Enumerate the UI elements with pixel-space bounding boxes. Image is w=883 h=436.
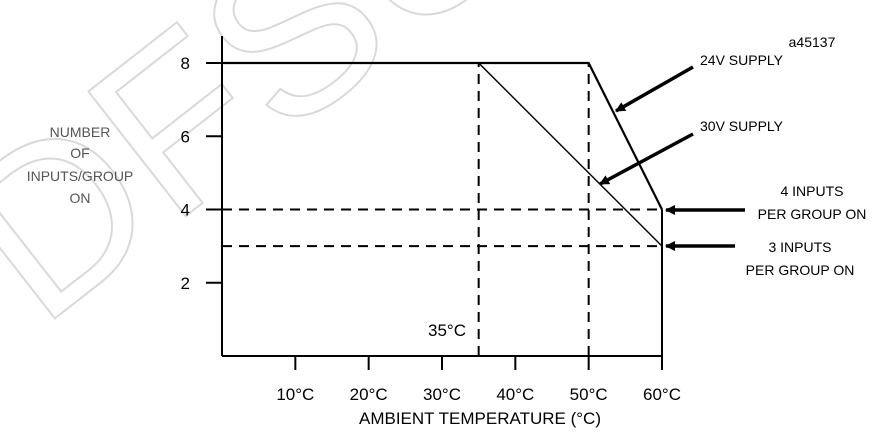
inputs-3-label-line1: 3 INPUTS <box>768 239 831 255</box>
x-tick-label-60: 60°C <box>643 385 681 404</box>
arrow-30v-supply <box>599 132 694 186</box>
y-axis-label-2: OF <box>70 145 89 161</box>
inputs-3-label-line2: PER GROUP ON <box>746 262 855 278</box>
temp-35-label: 35°C <box>428 321 466 340</box>
tick-marks: 10°C 20°C 30°C 40°C 50°C 60°C 2 4 6 8 <box>181 54 681 404</box>
y-axis-label-3: INPUTS/GROUP <box>27 168 134 184</box>
x-tick-label-10: 10°C <box>276 385 314 404</box>
arrow-24v-supply <box>615 65 694 113</box>
x-tick-label-20: 20°C <box>350 385 388 404</box>
supply-30v-label: 30V SUPPLY <box>700 118 784 134</box>
y-tick-label-2: 2 <box>181 274 190 293</box>
y-tick-label-4: 4 <box>181 201 190 220</box>
y-axis-label-1: NUMBER <box>50 124 111 140</box>
x-tick-label-30: 30°C <box>423 385 461 404</box>
x-tick-label-50: 50°C <box>570 385 608 404</box>
figure-id: a45137 <box>789 34 836 50</box>
y-tick-label-8: 8 <box>181 54 190 73</box>
supply-24v-label: 24V SUPPLY <box>700 52 784 68</box>
x-axis-label: AMBIENT TEMPERATURE (°C) <box>359 409 601 428</box>
inputs-4-label-line1: 4 INPUTS <box>780 183 843 199</box>
reference-lines <box>222 63 662 356</box>
inputs-4-label-line2: PER GROUP ON <box>758 206 867 222</box>
y-tick-label-6: 6 <box>181 127 190 146</box>
x-tick-label-40: 40°C <box>496 385 534 404</box>
y-axis-label-4: ON <box>70 190 91 206</box>
